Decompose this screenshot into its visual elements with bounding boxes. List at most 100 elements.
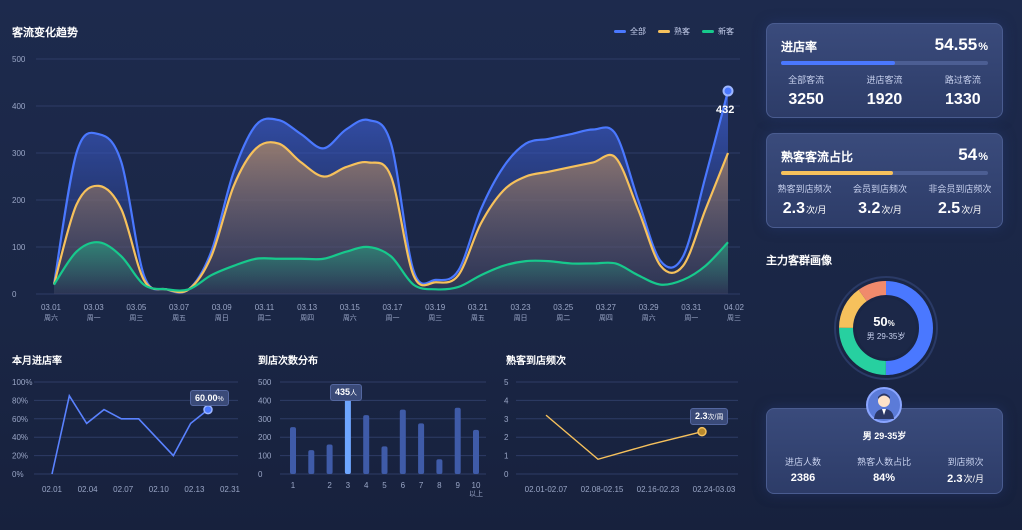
stat-value: 3.2 xyxy=(858,200,881,217)
frequency-tooltip-unit: 次/周 xyxy=(707,414,724,421)
visit-rate-tooltip-unit: % xyxy=(217,396,224,403)
regular-ratio-progress xyxy=(781,171,988,175)
legend-item-all[interactable]: 全部 xyxy=(614,26,646,37)
x-tick-label: 03.31 xyxy=(681,303,702,312)
x-tick-label: 02.10 xyxy=(149,485,170,494)
x-tick-label: 03.29 xyxy=(639,303,660,312)
stat-label: 会员到店频次 xyxy=(852,184,907,194)
stat-value: 1920 xyxy=(866,91,903,108)
x-tick-weekday: 周六 xyxy=(343,313,357,322)
store-rate-value-number: 54.55 xyxy=(934,35,978,54)
x-tick-label: 03.27 xyxy=(596,303,617,312)
x-tick-label: 02.07 xyxy=(113,485,134,494)
stat-nonmember-frequency: 非会员到店频次 2.5次/月 xyxy=(928,182,991,218)
y-tick-label: 300 xyxy=(12,149,26,158)
y-tick-label: 200 xyxy=(258,433,272,442)
frequency-title: 熟客到店频次 xyxy=(506,356,566,367)
y-tick-label: 4 xyxy=(504,396,509,405)
stat-value: 2386 xyxy=(790,472,816,484)
main-chart-series xyxy=(52,85,734,295)
peak-point xyxy=(722,85,734,97)
visit-count-tooltip: 435人 xyxy=(330,384,363,401)
x-tick-label: 7 xyxy=(419,481,424,490)
x-tick-label: 02.08-02.15 xyxy=(581,485,624,494)
visit-rate-line xyxy=(51,393,209,475)
person-icon xyxy=(874,393,894,419)
x-tick-label: 03.03 xyxy=(84,303,105,312)
x-tick-label: 03.25 xyxy=(553,303,574,312)
x-tick-label: 02.04 xyxy=(78,485,99,494)
peak-value-label: 432 xyxy=(716,104,735,116)
stat-unit: 次/月 xyxy=(806,205,827,215)
y-tick-label: 0 xyxy=(12,290,17,299)
store-rate-progress-fill xyxy=(781,61,895,65)
stat-label: 熟客人数占比 xyxy=(857,457,912,467)
stat-value: 84% xyxy=(873,472,896,484)
visit-rate-title: 本月进店率 xyxy=(12,356,62,367)
portrait-stats: 进店人数 2386 熟客人数占比 84% 到店频次 2.3次/月 xyxy=(767,455,1002,485)
visit-rate-tooltip: 60.00% xyxy=(190,390,229,406)
store-rate-card[interactable]: 进店率 54.55% 全部客流 3250 进店客流 1920 路过客流 1330 xyxy=(766,23,1003,118)
x-tick-label: 9 xyxy=(455,481,460,490)
main-chart-x-axis: 03.01周六03.03周一03.05周三03.07周五03.09周日03.11… xyxy=(41,303,745,322)
bar xyxy=(290,427,296,474)
legend-label-all: 全部 xyxy=(630,27,646,36)
y-tick-label: 20% xyxy=(12,452,28,461)
y-tick-label: 1 xyxy=(504,452,509,461)
frequency-line xyxy=(545,414,703,461)
store-rate-title: 进店率 xyxy=(781,40,818,54)
x-tick-label-sub: 以上 xyxy=(469,489,483,498)
x-tick-label: 02.13 xyxy=(184,485,205,494)
x-tick-label: 04.02 xyxy=(724,303,745,312)
portrait-donut[interactable]: 50% 男 29-35岁 xyxy=(826,268,946,388)
y-tick-label: 5 xyxy=(504,378,509,387)
x-tick-weekday: 周二 xyxy=(257,314,271,322)
frequency-chart: 0 1 2 3 4 5 02.01-02.07 02.08-02.15 02.16-02.23 0… xyxy=(504,378,738,494)
series-new-area xyxy=(54,242,728,294)
stat-value: 1330 xyxy=(945,91,981,108)
bar xyxy=(473,429,479,474)
donut-outer-ring xyxy=(834,276,938,380)
visit-rate-tooltip-value: 60.00 xyxy=(195,393,218,403)
visit-count-title: 到店次数分布 xyxy=(258,356,318,367)
x-tick-label: 02.01-02.07 xyxy=(525,485,568,494)
x-tick-label: 03.15 xyxy=(340,303,361,312)
stat-unit: 次/月 xyxy=(881,205,902,215)
x-tick-label: 3 xyxy=(346,481,351,490)
x-tick-label: 8 xyxy=(437,481,442,490)
y-tick-label: 0 xyxy=(258,470,263,479)
stat-label: 进店人数 xyxy=(785,457,822,467)
x-tick-weekday: 周五 xyxy=(471,314,485,322)
x-tick-label: 02.01 xyxy=(42,485,63,494)
x-tick-label: 4 xyxy=(364,481,369,490)
portrait-title: 主力客群画像 xyxy=(766,255,832,267)
y-tick-label: 300 xyxy=(258,415,272,424)
regular-ratio-value-number: 54 xyxy=(958,145,978,164)
avatar xyxy=(866,387,902,423)
x-tick-label: 1 xyxy=(291,481,296,490)
frequency-point xyxy=(697,426,707,437)
x-tick-weekday: 周二 xyxy=(556,314,570,322)
y-tick-label: 500 xyxy=(258,378,272,387)
legend-label-new: 新客 xyxy=(718,27,734,36)
x-tick-label: 10 xyxy=(472,481,481,490)
y-tick-label: 400 xyxy=(258,396,272,405)
stat-label: 全部客流 xyxy=(788,75,825,85)
visit-rate-chart: 0% 20% 40% 60% 80% 100% 02.01 02.04 02.07 02.10 02… xyxy=(12,378,241,494)
bar xyxy=(308,450,315,474)
regular-ratio-card[interactable]: 熟客客流占比 54% 熟客到店频次 2.3次/月 会员到店频次 3.2次/月 非… xyxy=(766,133,1003,228)
x-tick-label: 03.11 xyxy=(255,303,275,312)
legend-item-new[interactable]: 新客 xyxy=(702,26,734,37)
y-tick-label: 200 xyxy=(12,196,26,205)
x-tick-label: 03.17 xyxy=(382,303,403,312)
stat-value: 3250 xyxy=(788,91,824,108)
stat-all-traffic: 全部客流 3250 xyxy=(788,73,824,109)
y-tick-label: 100 xyxy=(258,452,272,461)
legend-item-regular[interactable]: 熟客 xyxy=(658,26,690,37)
visit-rate-point xyxy=(203,404,213,415)
x-tick-label: 03.19 xyxy=(425,303,446,312)
stat-unit: 次/月 xyxy=(963,474,984,484)
x-tick-weekday: 周一 xyxy=(87,314,101,322)
legend-swatch-all xyxy=(614,30,626,33)
x-tick-weekday: 周日 xyxy=(514,314,528,322)
